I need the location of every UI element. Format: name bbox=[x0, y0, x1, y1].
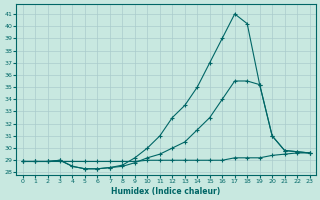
X-axis label: Humidex (Indice chaleur): Humidex (Indice chaleur) bbox=[111, 187, 221, 196]
